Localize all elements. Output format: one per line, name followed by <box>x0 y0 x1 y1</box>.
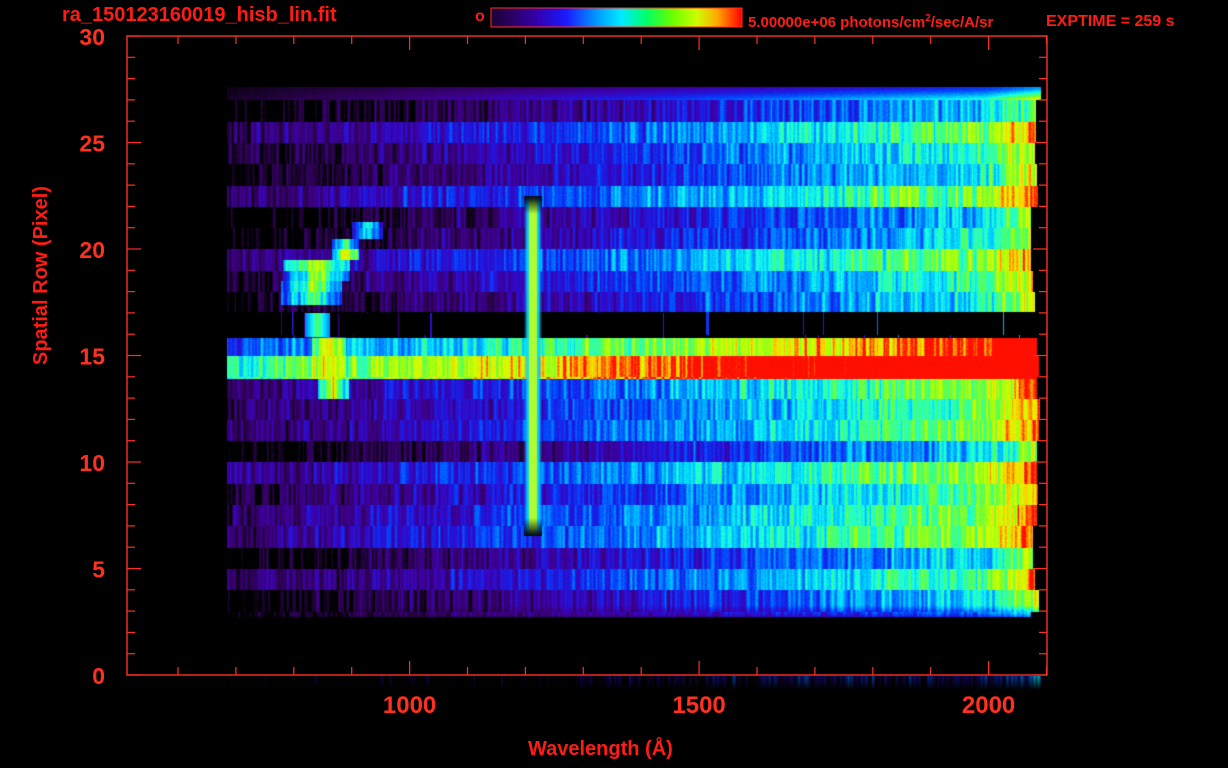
svg-text:2000: 2000 <box>962 692 1015 719</box>
svg-text:1500: 1500 <box>672 692 725 719</box>
svg-text:15: 15 <box>79 344 105 370</box>
svg-text:0: 0 <box>92 663 105 689</box>
svg-text:5: 5 <box>92 557 105 583</box>
svg-text:20: 20 <box>79 237 105 263</box>
svg-text:30: 30 <box>79 24 105 50</box>
svg-text:25: 25 <box>79 131 105 157</box>
svg-text:1000: 1000 <box>383 692 436 719</box>
svg-text:10: 10 <box>79 450 105 476</box>
